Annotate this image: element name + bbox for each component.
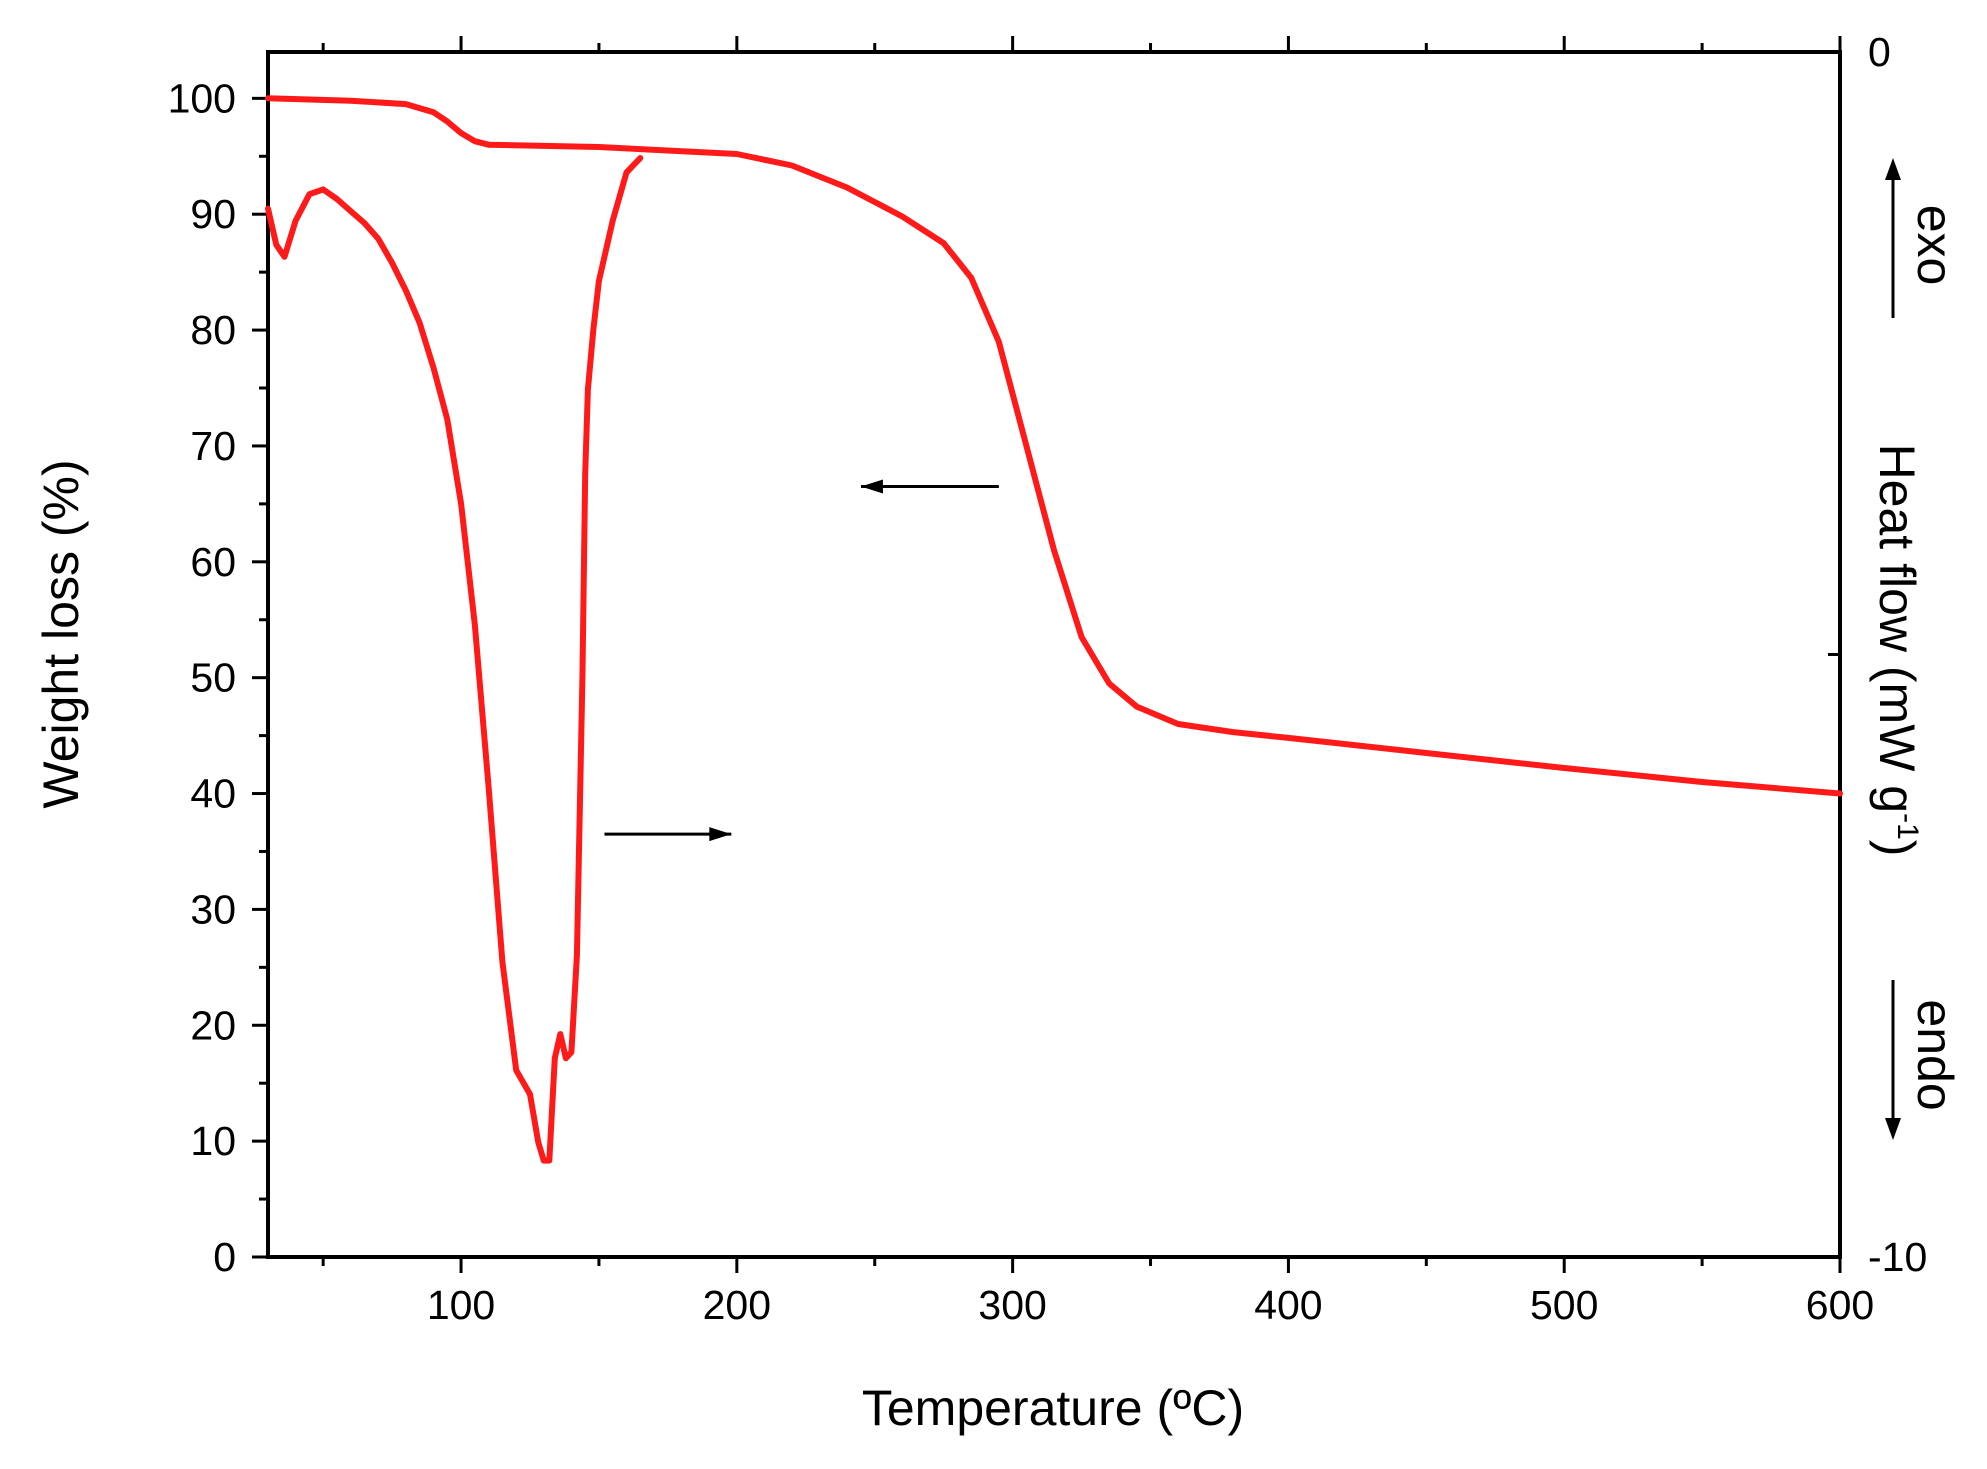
x-tick-label: 300: [978, 1282, 1046, 1328]
y2-axis-title-close: ): [1869, 840, 1925, 857]
exo-label: exo: [1907, 205, 1963, 286]
y2-axis-ticks: -10 0: [1828, 29, 1927, 1280]
x-tick-label: 500: [1530, 1282, 1598, 1328]
plot-frame: [266, 50, 1842, 1259]
y2-axis-title-main: Heat flow (mW g: [1869, 444, 1925, 814]
series-group: [265, 95, 1843, 1164]
y-tick-label: 30: [190, 886, 236, 932]
right-arrowhead-icon: [709, 827, 732, 842]
y-tick-label: 60: [190, 539, 236, 585]
endo-arrowhead-icon: [1885, 1118, 1901, 1140]
y-axis-title: Weight loss (%): [33, 459, 89, 808]
x-tick-label: 600: [1806, 1282, 1874, 1328]
tga-weight-loss-line: [265, 95, 1843, 797]
endo-indicator: endo: [1885, 980, 1963, 1140]
y-axis-ticks: 0 10 20 30 40 50 60 70 80 90 100: [168, 75, 268, 1280]
exo-arrowhead-icon: [1885, 158, 1901, 180]
plot-border: [266, 50, 1842, 1259]
dsc-heat-flow-line: [265, 155, 644, 1164]
x-tick-label: 400: [1254, 1282, 1322, 1328]
x-tick-label: 100: [427, 1282, 495, 1328]
y2-tick-label: -10: [1868, 1234, 1927, 1280]
exo-indicator: exo: [1885, 158, 1963, 318]
x-axis-ticks: 100 200 300 400 500 600: [321, 36, 1874, 1328]
y-tick-label: 80: [190, 307, 236, 353]
y-tick-label: 50: [190, 655, 236, 701]
y-tick-label: 90: [190, 191, 236, 237]
annotation-group: [604, 479, 999, 842]
y2-axis-title-superscript: -1: [1891, 813, 1924, 840]
y-tick-label: 0: [213, 1234, 236, 1280]
y2-tick-label: 0: [1868, 29, 1891, 75]
endo-label: endo: [1907, 999, 1963, 1110]
y-tick-label: 70: [190, 423, 236, 469]
y-tick-label: 20: [190, 1002, 236, 1048]
y-tick-label: 40: [190, 771, 236, 817]
x-axis-title: Temperature (ºC): [862, 1380, 1244, 1436]
x-tick-label: 200: [703, 1282, 771, 1328]
y-tick-label: 100: [168, 75, 236, 121]
y2-axis-title: Heat flow (mW g-1): [1869, 444, 1925, 857]
y-tick-label: 10: [190, 1118, 236, 1164]
left-arrowhead-icon: [860, 479, 883, 494]
